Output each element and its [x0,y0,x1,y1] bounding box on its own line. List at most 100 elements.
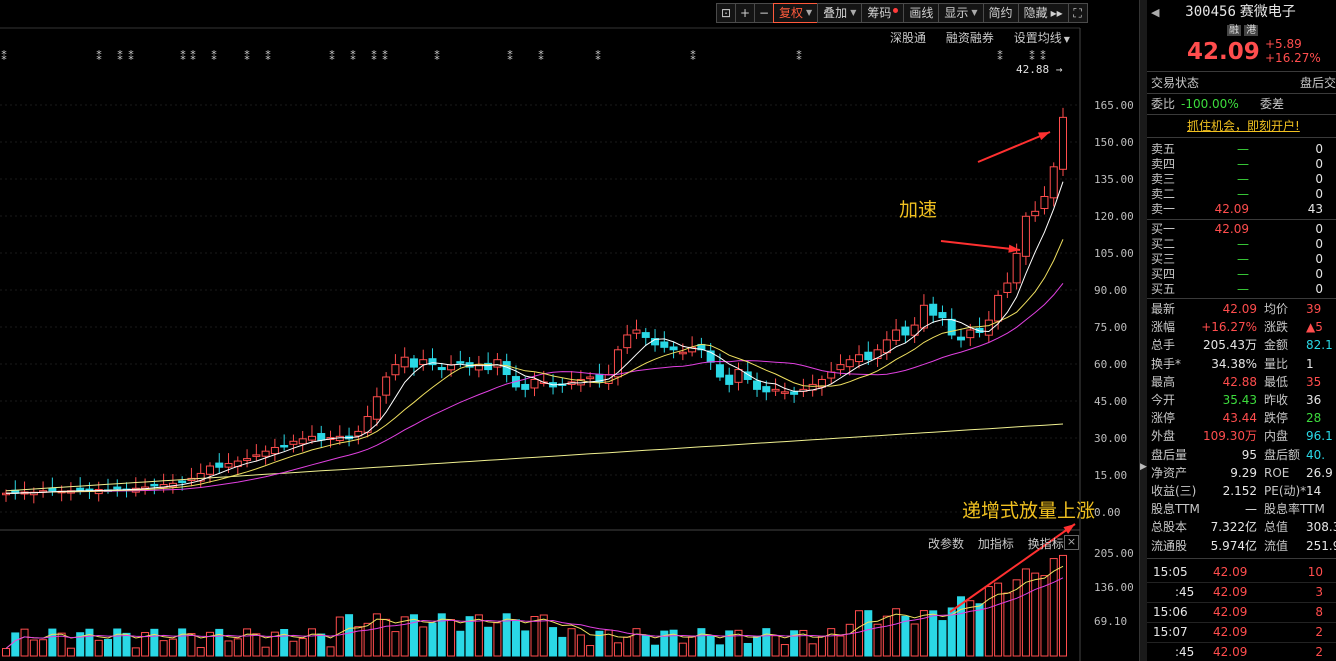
zoom-in-icon[interactable]: + [735,3,755,23]
change-params-link[interactable]: 改参数 [928,537,965,551]
sell-level-label: 卖一 [1151,202,1176,216]
volume-bar [317,633,326,657]
stat-value: 205.43万 [1203,338,1257,353]
restore-rights-button[interactable]: 复权 ▼ [773,3,819,23]
collapse-arrow-icon[interactable]: ▶ [1140,462,1147,472]
info-marker-icon: ⁑ [382,50,388,63]
info-marker-icon: ⁑ [128,50,134,63]
candle-body [196,472,205,482]
overlay-button[interactable]: 叠加 ▼ [817,3,863,23]
candle-body [623,334,632,349]
volume-bar [688,636,697,657]
candle-body [1003,282,1012,293]
draw-line-button[interactable]: 画线 [903,3,940,23]
trade-status-label: 交易状态 [1151,76,1200,90]
volume-bar [771,635,780,657]
chart-sublinks: 深股通 融资融券 设置均线 ▼ [890,31,1070,45]
fullscreen-icon[interactable]: ⛶ [1067,3,1088,23]
zoom-out-icon[interactable]: − [754,3,774,23]
buy-row[interactable]: 买一 42.09 0 [1151,220,1336,238]
candle-body [586,376,595,380]
add-indicator-link[interactable]: 加指标 [977,537,1014,551]
volume-bar [753,636,762,657]
sell-row[interactable]: 卖三 — 0 [1151,170,1336,188]
prev-arrow-icon[interactable]: ◀ [1151,6,1160,19]
buy-level-volume: 0 [1315,282,1323,296]
switch-indicator-link[interactable]: 换指标 [1027,537,1064,551]
volume-bar [150,628,159,657]
candle-body [613,349,622,378]
buy-row[interactable]: 买五 — 0 [1151,280,1336,298]
candle-body [929,303,938,316]
volume-bar [215,628,224,657]
stat-row: 净资产 9.29 ROE 26.9 [1151,464,1336,482]
volume-bar [168,638,177,657]
sell-row[interactable]: 卖五 — 0 [1151,140,1336,158]
sell-row[interactable]: 卖一 42.09 43 [1151,200,1336,218]
volume-bar [76,632,85,657]
buy-row[interactable]: 买四 — 0 [1151,265,1336,283]
sell-row[interactable]: 卖四 — 0 [1151,155,1336,173]
volume-bar [864,610,873,657]
candle-body [289,440,298,445]
tick-row: :45 42.09 3 [1151,583,1336,601]
simple-button[interactable]: 简约 [982,3,1019,23]
sell-level-volume: 43 [1307,202,1323,216]
sell-level-price: — [1237,157,1249,171]
volume-bar [790,630,799,657]
volume-bar [855,610,864,657]
candle-body [836,364,845,371]
candle-body [178,480,187,484]
volume-bar [623,636,632,657]
stat-value: 82.1 [1306,338,1333,353]
sell-level-price: — [1237,172,1249,186]
sell-level-price: — [1237,142,1249,156]
display-button[interactable]: 显示 ▼ [938,3,984,23]
buy-level-volume: 0 [1315,252,1323,266]
ma-settings-link[interactable]: 设置均线 [1013,31,1062,45]
price-tick-label: 15.00 [1094,469,1128,482]
info-marker-icon: ⁑ [244,50,250,63]
sell-row[interactable]: 卖二 — 0 [1151,185,1336,203]
panel-splitter[interactable] [1139,0,1147,661]
volume-bar [808,643,817,657]
close-indicator-icon[interactable]: × [1064,535,1079,550]
kline-chart-area[interactable]: ⁑ ⁑ ⁑ ⁑ ⁑ ⁑ ⁑ ⁑ ⁑ ⁑ ⁑ ⁑ ⁑ ⁑ ⁑ ⁑ ⁑ ⁑ ⁑ ⁑ ⁑ ⁑ ⊡ + − 复权 ▼ 叠加 ▼ 筹码 … [0,0,1140,661]
stat-value: 43.44 [1222,411,1257,426]
stat-value: 26.9 [1306,465,1333,480]
open-account-link[interactable]: 抓住机会，即刻开户! [1187,119,1300,133]
candle-body [790,391,799,395]
candle-body [762,386,771,393]
volume-bar [567,628,576,657]
volume-bar [261,646,270,657]
info-marker-icon: ⁑ [371,50,377,63]
stat-value: +16.27% [1201,320,1257,335]
candle-body [864,351,873,361]
hide-button[interactable]: 隐藏 ▸▸ [1017,3,1069,23]
info-marker-icon: ⁑ [595,50,601,63]
lock-icon[interactable]: ⊡ [716,3,736,23]
info-marker-icon: ⁑ [507,50,513,63]
buy-level-price: — [1237,267,1249,281]
stat-value: 28 [1306,411,1322,426]
trade-status-value: 盘后交 [1300,76,1336,90]
stat-value: 1 [1306,356,1314,371]
hk-connect-link[interactable]: 深股通 [890,31,927,45]
volume-bar [910,623,919,657]
stat-value: 42.88 [1222,374,1257,389]
tick-price: 42.09 [1213,565,1248,579]
chips-button[interactable]: 筹码 [861,3,905,23]
volume-bar [660,630,669,657]
candle-body [409,358,418,368]
stock-code: 300456 [1185,4,1236,20]
stat-label: 涨跌 [1264,320,1289,335]
stat-label: 均价 [1264,302,1289,316]
kline-svg[interactable]: ⁑ ⁑ ⁑ ⁑ ⁑ ⁑ ⁑ ⁑ ⁑ ⁑ ⁑ ⁑ ⁑ ⁑ ⁑ ⁑ ⁑ ⁑ ⁑ ⁑ ⁑ ⁑ [0,0,1140,661]
margin-trading-link[interactable]: 融资融券 [945,31,994,45]
stat-row: 收益(三) 2.152 PE(动)* 14 [1151,482,1336,500]
buy-row[interactable]: 买三 — 0 [1151,250,1336,268]
stat-label: 收益(三) [1151,484,1197,498]
buy-row[interactable]: 买二 — 0 [1151,235,1336,253]
volume-bar [159,640,168,657]
candle-body [947,318,956,336]
